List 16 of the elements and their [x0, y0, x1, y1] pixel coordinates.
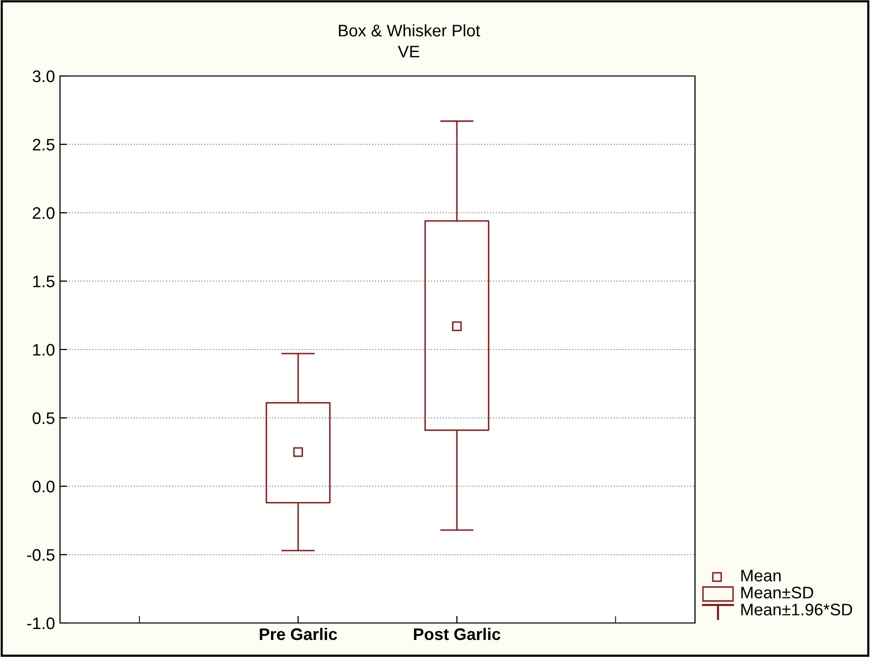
text: Mean±1.96*SD — [741, 604, 852, 616]
y-tick-label: 0.0 — [32, 480, 54, 492]
y-tick-label: 2.5 — [32, 138, 54, 151]
x-tick-label: Post Garlic — [414, 628, 500, 640]
y-tick-label: -0.5 — [27, 549, 54, 561]
y-tick-label: -1.0 — [27, 617, 54, 630]
y-tick-label: 0.5 — [32, 412, 54, 424]
chart-title: Box & Whisker Plot — [338, 24, 480, 36]
x-tick-label: Pre Garlic — [260, 628, 338, 640]
text: Mean±SD — [741, 586, 814, 598]
y-tick-label: 1.0 — [33, 344, 54, 356]
y-tick-label: 3.0 — [32, 70, 54, 82]
text: Mean — [741, 570, 781, 582]
y-tick-label: 2.0 — [32, 207, 54, 219]
y-tick-label: 1.5 — [33, 276, 54, 288]
chart-subtitle: VE — [398, 46, 420, 58]
